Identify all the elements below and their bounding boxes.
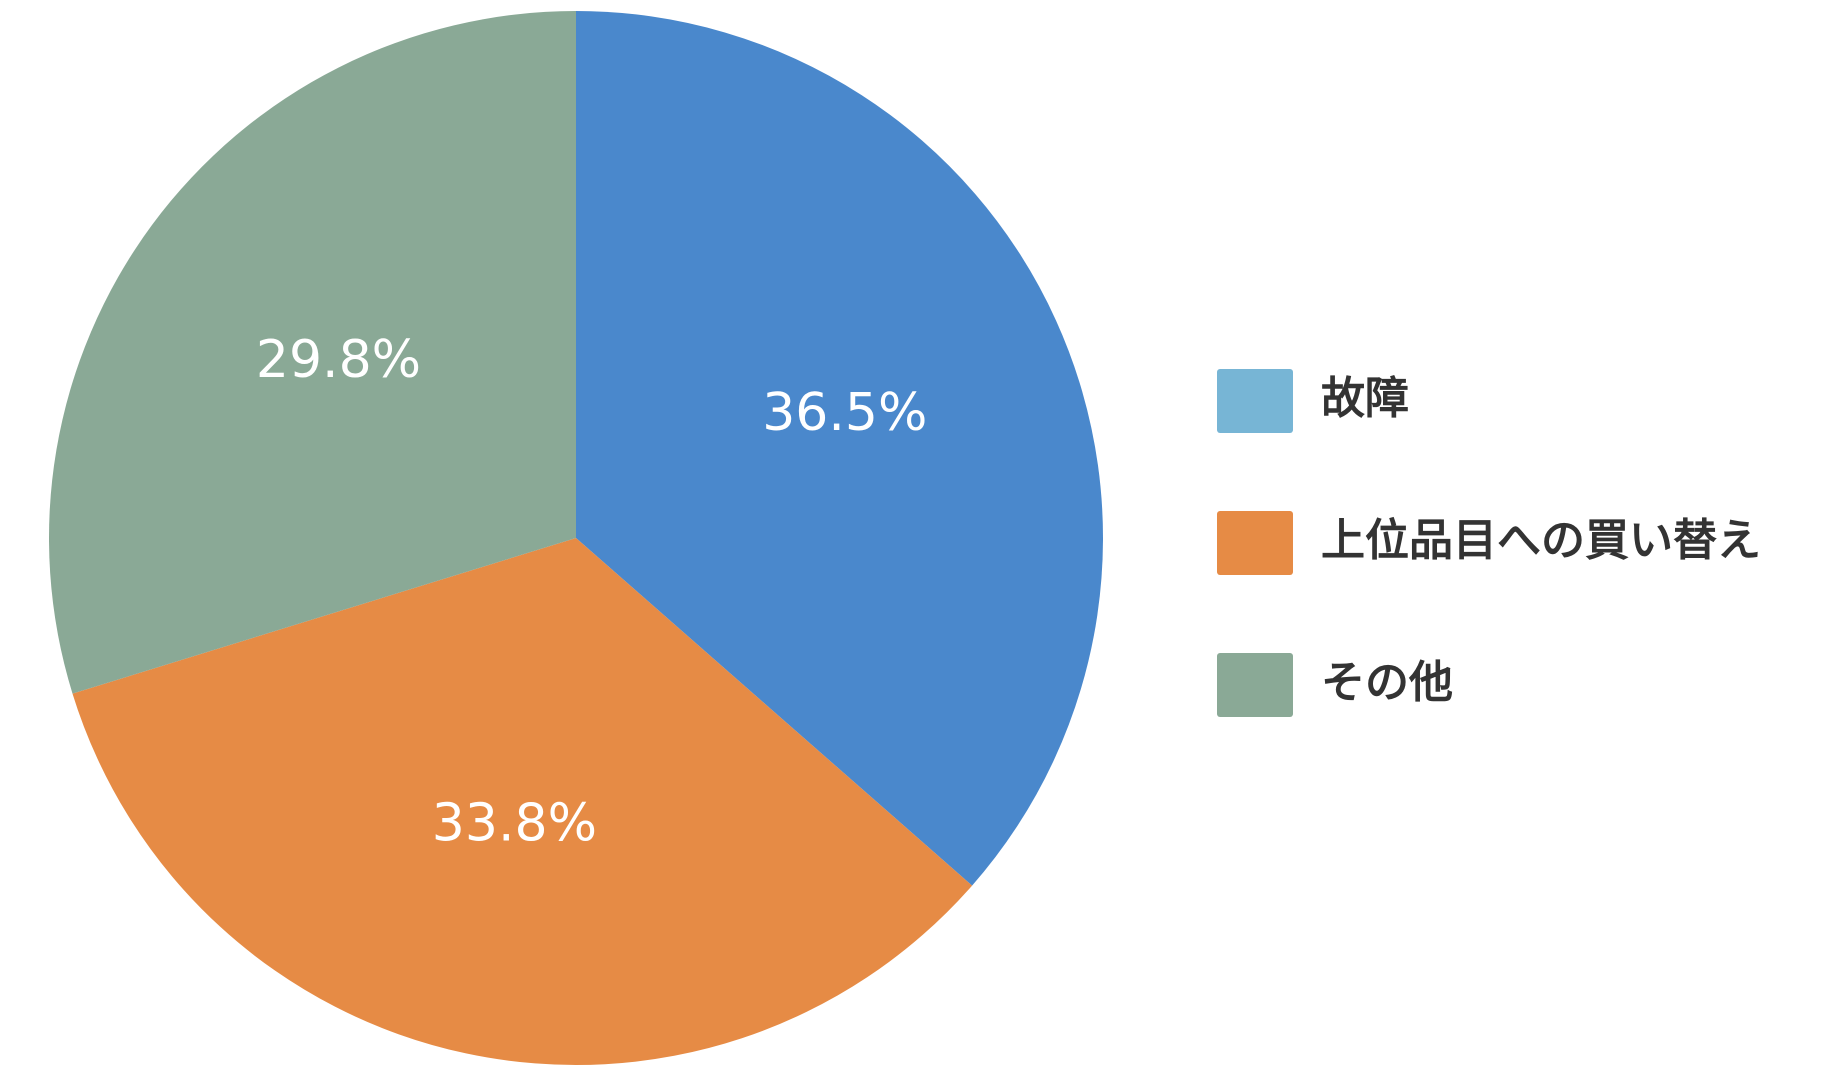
pie-slice	[49, 11, 577, 694]
slice-label: 36.5%	[762, 383, 927, 443]
pie-slice	[576, 11, 1104, 886]
legend-label: 上位品目への買い替え	[1321, 515, 1761, 566]
legend-label: 故障	[1321, 373, 1409, 424]
slice-label: 33.8%	[432, 794, 597, 854]
slice-label: 29.8%	[256, 330, 421, 390]
legend-swatch	[1217, 369, 1293, 433]
pie-slice	[72, 538, 973, 1065]
legend-swatch	[1217, 653, 1293, 717]
legend-swatch	[1217, 511, 1293, 575]
legend-label: その他	[1321, 657, 1453, 708]
